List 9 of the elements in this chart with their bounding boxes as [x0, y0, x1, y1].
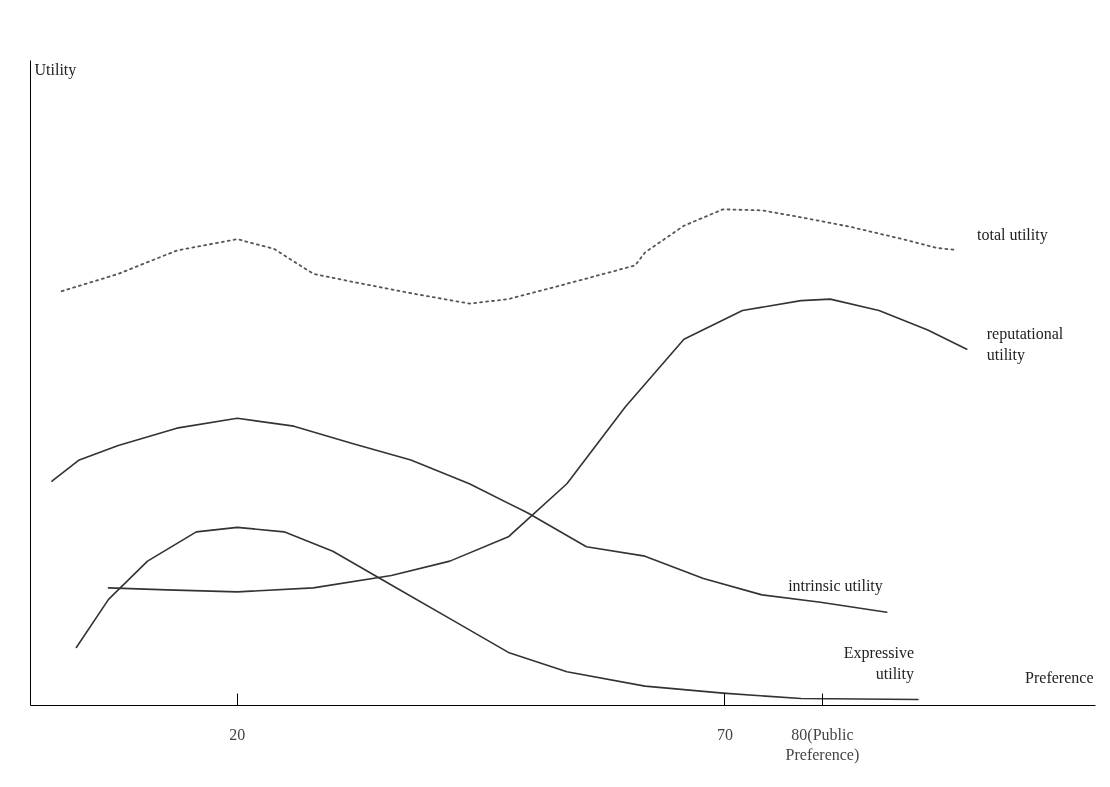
series-label: intrinsic utility	[788, 577, 883, 596]
text: Utility	[34, 60, 77, 79]
series-label: Expressive utility	[843, 644, 915, 683]
x-tick-label: 20	[229, 725, 246, 743]
series-label: total utility	[977, 226, 1048, 245]
x-tick-label: 80(Public Preference)	[785, 725, 860, 764]
x-axis-title: Preference	[1025, 668, 1094, 686]
x-tick-label: 70	[716, 725, 733, 743]
series-label: reputational utility	[986, 325, 1064, 364]
